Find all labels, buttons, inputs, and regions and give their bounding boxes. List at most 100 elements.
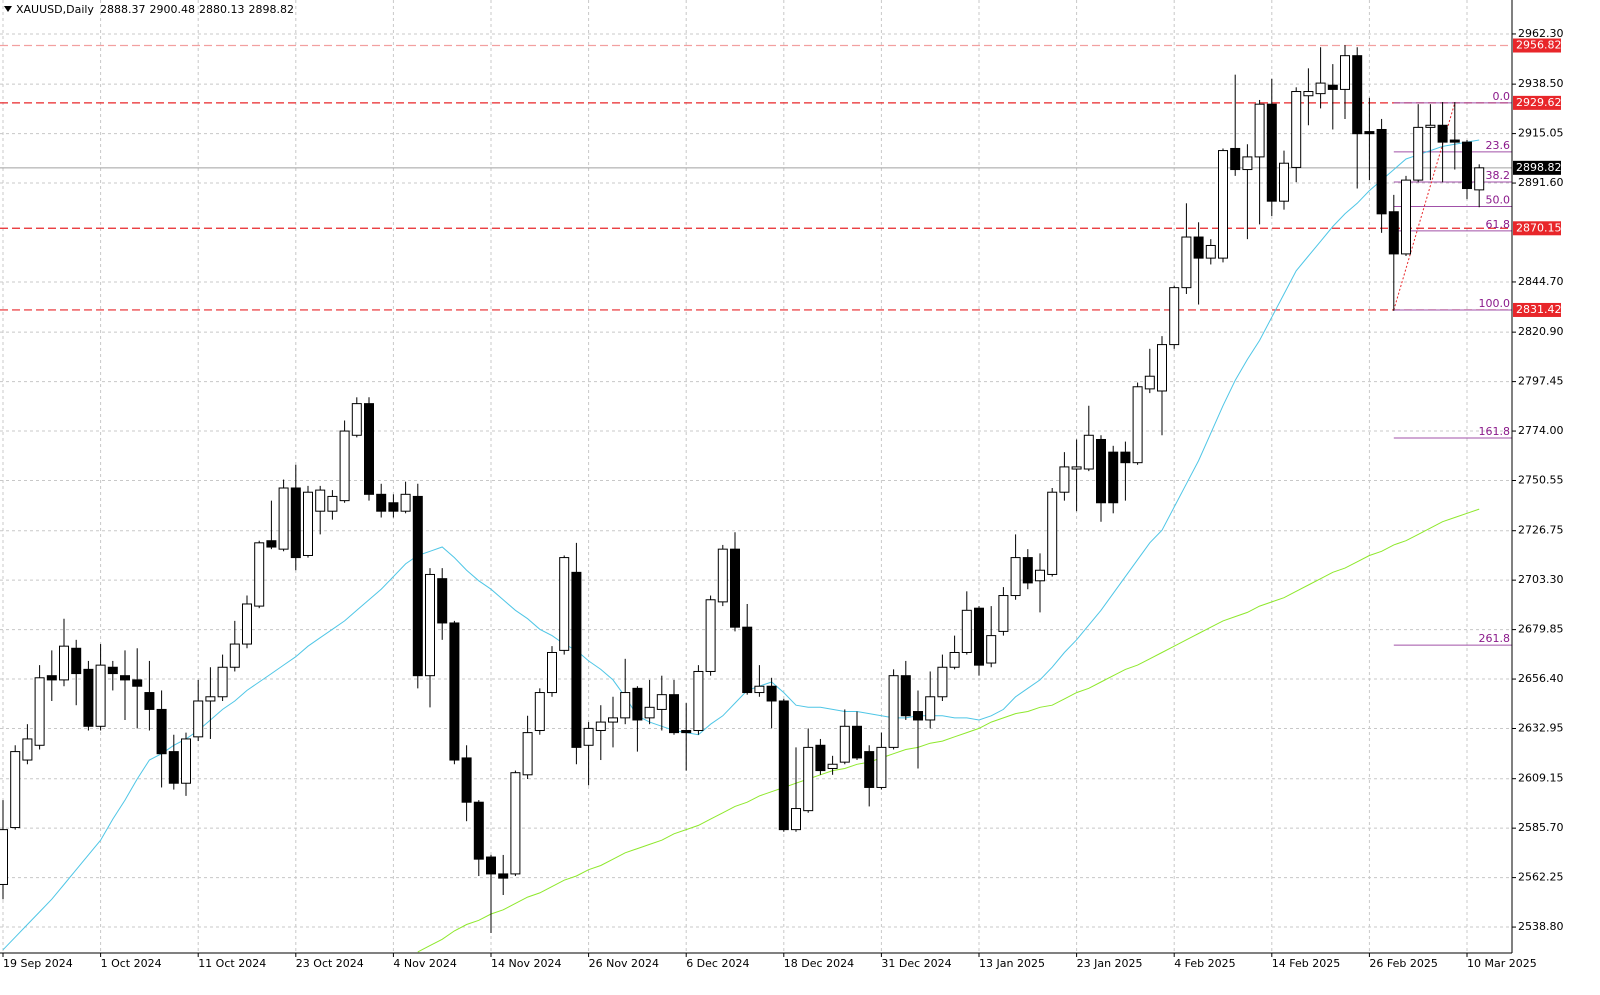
candle-body xyxy=(608,717,618,723)
candle-body xyxy=(1352,55,1363,135)
candle-body xyxy=(242,603,252,645)
fibonacci: 0.0 23.6 38.2 50.0 61.8 100.0 161.8 261.8 xyxy=(1393,90,1512,646)
candle-body xyxy=(168,751,179,784)
level-label-box xyxy=(1513,221,1561,236)
fib-label: 61.8 xyxy=(1486,218,1511,231)
header: XAUUSD,Daily 2888.37 2900.48 2880.13 2898.82 xyxy=(4,3,294,16)
symbol: XAUUSD,Daily xyxy=(16,3,94,16)
candle-body xyxy=(181,738,191,784)
candle-body xyxy=(754,685,765,694)
candle-body xyxy=(1340,55,1350,90)
candle-body xyxy=(583,727,594,746)
y-tick-label: 2562.25 xyxy=(1518,871,1564,884)
candle-body xyxy=(1449,139,1460,143)
candle-body xyxy=(1266,103,1277,202)
candle-body xyxy=(839,725,850,763)
candle-body xyxy=(1181,236,1192,289)
candle-body xyxy=(937,666,948,698)
candle-body xyxy=(364,403,374,495)
close-value: 2898.82 xyxy=(248,3,294,16)
candle-body xyxy=(1022,557,1033,584)
candle-body xyxy=(1242,156,1253,171)
y-tick-label: 2938.50 xyxy=(1518,77,1564,90)
candle-body xyxy=(217,666,228,698)
candle-body xyxy=(46,675,57,681)
candle-body xyxy=(876,746,887,788)
candle-body xyxy=(766,685,777,702)
candle-body xyxy=(534,692,545,732)
y-tick-label: 2774.00 xyxy=(1518,424,1564,437)
candle-body xyxy=(547,651,557,694)
candle-body xyxy=(1315,82,1326,95)
candle-body xyxy=(412,495,423,677)
candle-body xyxy=(1205,244,1216,259)
candle-body xyxy=(669,694,679,734)
y-tick-label: 2585.70 xyxy=(1518,821,1564,834)
candle-body xyxy=(864,751,875,788)
candles xyxy=(0,45,1485,933)
candle-body xyxy=(59,645,69,681)
x-tick-label: 31 Dec 2024 xyxy=(881,957,951,970)
candle-body xyxy=(120,675,130,681)
y-tick-label: 2609.15 xyxy=(1518,772,1564,785)
candle-body xyxy=(913,711,923,721)
x-tick-label: 26 Feb 2025 xyxy=(1369,957,1437,970)
open-value: 2888.37 xyxy=(100,3,146,16)
y-tick-label: 2844.70 xyxy=(1518,275,1564,288)
moving-average xyxy=(417,508,1480,953)
fib-label: 161.8 xyxy=(1479,425,1511,438)
candle-body xyxy=(1108,451,1119,504)
candle-body xyxy=(1327,84,1338,90)
candle-body xyxy=(644,706,655,719)
candle-body xyxy=(717,548,728,603)
x-tick-label: 1 Oct 2024 xyxy=(101,957,162,970)
candle-body xyxy=(266,540,277,548)
candle-body xyxy=(339,430,350,502)
fib-label: 261.8 xyxy=(1479,632,1511,645)
candle-body xyxy=(888,675,899,748)
y-tick-label: 2891.60 xyxy=(1518,176,1564,189)
menu-arrow xyxy=(4,6,12,12)
x-tick-label: 10 Mar 2025 xyxy=(1467,957,1537,970)
candle-body xyxy=(974,607,984,666)
candle-body xyxy=(510,772,521,875)
candle-body xyxy=(132,679,143,687)
candle-body xyxy=(961,609,972,653)
candle-body xyxy=(10,751,21,829)
candle-body xyxy=(461,757,472,803)
candle-body xyxy=(278,487,289,550)
y-tick-label: 2820.90 xyxy=(1518,325,1564,338)
candle-body xyxy=(193,700,204,738)
candle-body xyxy=(1047,491,1058,575)
y-tick-label: 2726.75 xyxy=(1518,524,1564,537)
candle-body xyxy=(1303,91,1314,97)
y-tick-label: 2962.30 xyxy=(1518,27,1564,40)
level-label-box xyxy=(1513,38,1561,53)
candle-body xyxy=(559,557,570,651)
candle-body xyxy=(351,403,362,436)
candle-body xyxy=(1120,451,1131,464)
candle-body xyxy=(986,635,997,664)
candle-body xyxy=(95,664,106,727)
y-tick-label: 2656.40 xyxy=(1518,672,1564,685)
candle-body xyxy=(34,677,45,746)
candle-body xyxy=(632,687,643,721)
level-label: 2870.15 xyxy=(1516,221,1562,234)
axis: 2962.30 2938.50 2915.05 2891.60 2844.70 2820.… xyxy=(0,0,1564,970)
x-tick-label: 14 Nov 2024 xyxy=(491,957,561,970)
level-label: 2929.62 xyxy=(1516,96,1562,109)
candle-body xyxy=(400,493,411,512)
candle-body xyxy=(1218,150,1228,259)
level-label-box xyxy=(1513,302,1561,317)
candle-body xyxy=(1230,147,1241,171)
candle-body xyxy=(656,694,667,710)
candle-body xyxy=(437,578,448,624)
candle-body xyxy=(473,801,484,860)
y-tick-label: 2797.45 xyxy=(1518,375,1564,388)
candle-body xyxy=(693,670,704,732)
high-value: 2900.48 xyxy=(149,3,195,16)
candle-body xyxy=(107,666,118,675)
candle-body xyxy=(1425,124,1436,128)
